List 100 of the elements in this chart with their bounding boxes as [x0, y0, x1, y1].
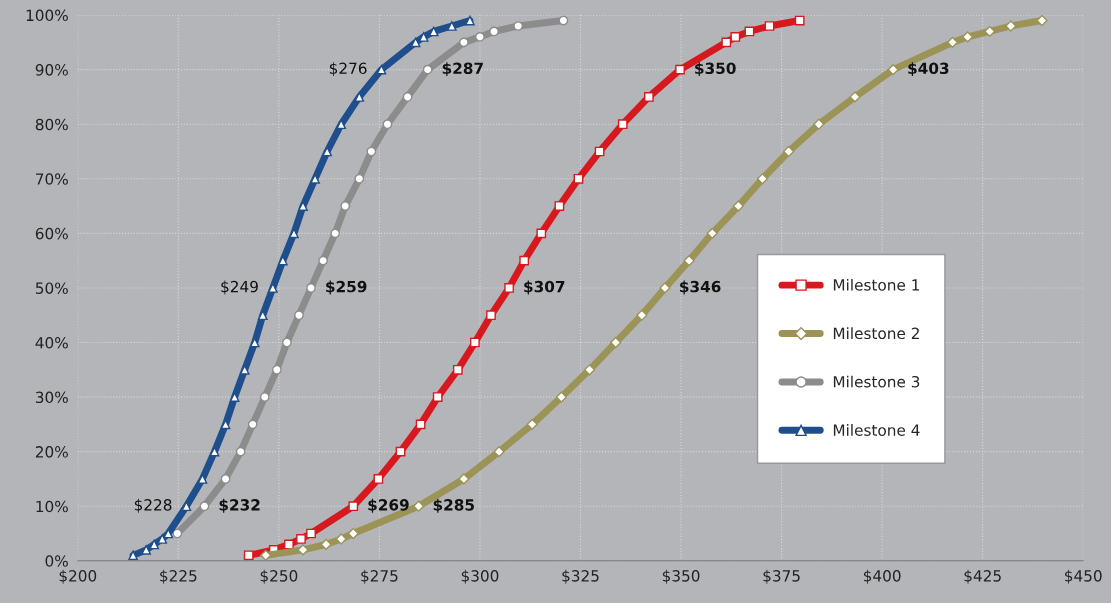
- point: [459, 37, 469, 48]
- point: [470, 337, 480, 348]
- x-tick-label: $375: [763, 569, 800, 584]
- point: [659, 282, 671, 294]
- x-tick-label: $200: [59, 569, 97, 584]
- point: [413, 500, 425, 512]
- annotation: $307: [524, 280, 565, 295]
- point: [558, 15, 569, 26]
- point: [220, 474, 231, 484]
- point: [783, 145, 795, 158]
- y-tick-label: 80%: [35, 118, 68, 131]
- point: [432, 392, 443, 402]
- legend-label: Milestone 4: [833, 424, 920, 436]
- annotation: $287: [442, 62, 483, 77]
- point: [675, 64, 685, 75]
- point: [887, 64, 899, 76]
- point: [526, 418, 538, 430]
- point: [163, 528, 174, 539]
- x-tick-label: $300: [461, 569, 499, 584]
- point: [756, 173, 769, 185]
- legend-label: Milestone 3: [833, 375, 920, 388]
- x-tick-label: $425: [964, 569, 1001, 584]
- point: [395, 446, 406, 457]
- annotation: $232: [219, 498, 260, 513]
- annotation: $350: [695, 62, 736, 77]
- y-tick-label: 0%: [45, 555, 68, 567]
- point: [128, 550, 138, 561]
- point: [306, 528, 316, 539]
- point: [554, 201, 565, 211]
- annotation: $269: [368, 498, 409, 513]
- annotation: $249: [221, 280, 258, 295]
- point: [644, 92, 654, 102]
- point: [157, 534, 168, 544]
- point: [282, 337, 292, 348]
- y-tick-label: 20%: [35, 446, 68, 458]
- point: [636, 309, 648, 321]
- x-tick-label: $325: [562, 569, 599, 584]
- point: [813, 118, 825, 130]
- point: [354, 173, 365, 184]
- point: [519, 255, 530, 266]
- point: [486, 310, 496, 321]
- point: [318, 255, 328, 266]
- point: [243, 550, 254, 561]
- point: [199, 501, 210, 512]
- point: [422, 64, 433, 75]
- point: [465, 15, 475, 26]
- point: [706, 227, 718, 239]
- y-tick-label: 10%: [36, 500, 68, 513]
- point: [446, 21, 457, 31]
- point: [366, 146, 377, 157]
- annotation: $228: [134, 498, 172, 513]
- point: [732, 200, 744, 212]
- y-tick-label: 40%: [35, 336, 68, 349]
- x-tick-label: $450: [1065, 569, 1102, 584]
- point: [504, 283, 514, 293]
- point: [340, 201, 351, 211]
- point: [458, 473, 470, 485]
- x-tick-label: $225: [160, 569, 197, 584]
- point: [348, 501, 359, 512]
- point: [235, 446, 246, 457]
- point: [402, 92, 413, 102]
- point: [617, 119, 628, 130]
- point: [536, 228, 547, 239]
- point: [475, 32, 485, 42]
- point: [296, 534, 306, 544]
- x-tick-label: $250: [260, 569, 298, 584]
- point: [373, 474, 384, 484]
- point: [330, 228, 341, 239]
- annotation: $346: [680, 280, 721, 295]
- x-tick-label: $275: [361, 569, 398, 584]
- point: [683, 255, 695, 267]
- point: [284, 539, 294, 550]
- x-tick-label: $350: [662, 569, 700, 584]
- point: [794, 15, 805, 26]
- point: [721, 37, 732, 48]
- annotation: $403: [908, 62, 949, 77]
- point: [247, 419, 258, 430]
- y-tick-label: 30%: [35, 391, 68, 404]
- y-tick-label: 90%: [35, 64, 68, 76]
- point: [382, 119, 393, 130]
- point: [573, 173, 584, 184]
- y-tick-label: 50%: [35, 282, 68, 294]
- point: [294, 310, 304, 321]
- x-tick-label: $400: [863, 569, 901, 584]
- annotation: $276: [329, 62, 367, 77]
- point: [259, 392, 270, 402]
- legend-label: Milestone 2: [833, 327, 919, 340]
- point: [730, 32, 741, 42]
- point: [489, 26, 499, 37]
- point: [452, 364, 463, 375]
- point: [306, 283, 316, 293]
- y-tick-label: 70%: [36, 173, 68, 185]
- point: [764, 21, 775, 31]
- point: [493, 446, 505, 458]
- point: [271, 364, 282, 375]
- legend-label: Milestone 1: [833, 278, 920, 291]
- point: [583, 364, 596, 376]
- annotation: $259: [326, 280, 367, 295]
- annotation: $285: [433, 498, 474, 513]
- point: [610, 336, 622, 349]
